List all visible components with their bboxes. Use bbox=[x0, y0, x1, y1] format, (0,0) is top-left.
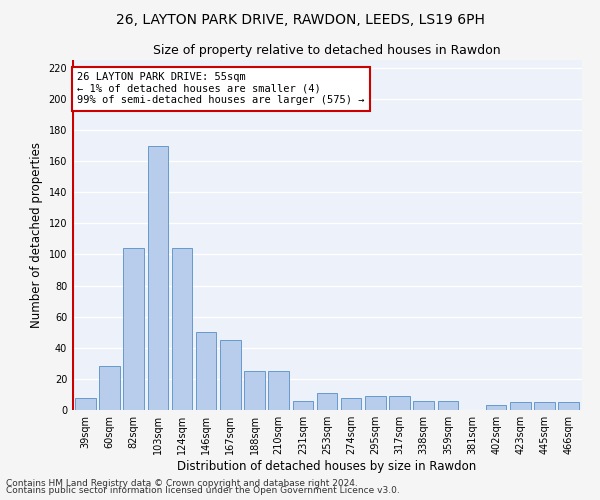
Bar bbox=[99, 366, 120, 410]
Text: 26 LAYTON PARK DRIVE: 55sqm
← 1% of detached houses are smaller (4)
99% of semi-: 26 LAYTON PARK DRIVE: 55sqm ← 1% of deta… bbox=[77, 72, 365, 106]
Bar bbox=[220, 340, 241, 410]
Bar bbox=[389, 396, 410, 410]
Y-axis label: Number of detached properties: Number of detached properties bbox=[30, 142, 43, 328]
Bar bbox=[124, 248, 144, 410]
Bar bbox=[172, 248, 192, 410]
X-axis label: Distribution of detached houses by size in Rawdon: Distribution of detached houses by size … bbox=[178, 460, 476, 473]
Bar bbox=[268, 371, 289, 410]
Bar bbox=[317, 393, 337, 410]
Title: Size of property relative to detached houses in Rawdon: Size of property relative to detached ho… bbox=[153, 44, 501, 58]
Bar bbox=[413, 400, 434, 410]
Text: Contains public sector information licensed under the Open Government Licence v3: Contains public sector information licen… bbox=[6, 486, 400, 495]
Bar bbox=[244, 371, 265, 410]
Bar bbox=[75, 398, 95, 410]
Bar bbox=[486, 406, 506, 410]
Bar bbox=[148, 146, 168, 410]
Bar bbox=[559, 402, 579, 410]
Bar bbox=[293, 400, 313, 410]
Bar bbox=[196, 332, 217, 410]
Bar bbox=[534, 402, 555, 410]
Text: Contains HM Land Registry data © Crown copyright and database right 2024.: Contains HM Land Registry data © Crown c… bbox=[6, 478, 358, 488]
Bar bbox=[341, 398, 361, 410]
Bar bbox=[365, 396, 386, 410]
Bar bbox=[510, 402, 530, 410]
Bar bbox=[437, 400, 458, 410]
Text: 26, LAYTON PARK DRIVE, RAWDON, LEEDS, LS19 6PH: 26, LAYTON PARK DRIVE, RAWDON, LEEDS, LS… bbox=[116, 12, 484, 26]
